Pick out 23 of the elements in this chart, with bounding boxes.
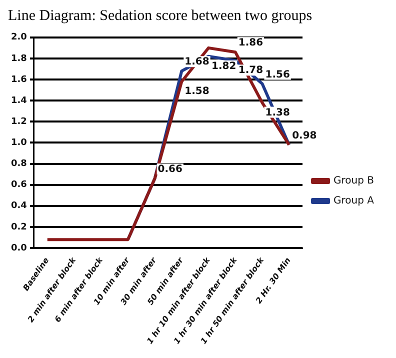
data-label: 1.68	[184, 56, 210, 68]
y-tick-label: 0.0	[10, 243, 27, 254]
y-tick-label: 1.0	[10, 138, 27, 148]
y-tick-label: 1.8	[10, 54, 27, 64]
y-tick-label: 1.6	[10, 74, 27, 85]
data-label: 1.86	[238, 38, 264, 49]
y-tick-label: 0.6	[10, 180, 27, 190]
y-tick-label: 0.2	[10, 222, 27, 232]
data-label: 1.38	[265, 107, 290, 118]
legend-label: Group B	[334, 176, 374, 187]
data-label: 0.66	[158, 164, 183, 176]
data-label: 1.82	[212, 60, 236, 72]
chart-title: Line Diagram: Sedation score between two groups	[8, 8, 314, 25]
data-label: 1.58	[184, 86, 210, 98]
legend-label: Group A	[334, 196, 374, 207]
y-tick-label: 1.2	[10, 116, 27, 127]
data-label: 0.98	[292, 130, 317, 142]
y-tick-label: 1.4	[10, 96, 27, 106]
y-tick-label: 2.0	[10, 32, 27, 43]
data-label: 1.78	[238, 65, 264, 76]
y-tick-label: 0.4	[10, 201, 27, 212]
data-label: 1.56	[265, 69, 290, 80]
y-tick-label: 0.8	[10, 159, 27, 170]
